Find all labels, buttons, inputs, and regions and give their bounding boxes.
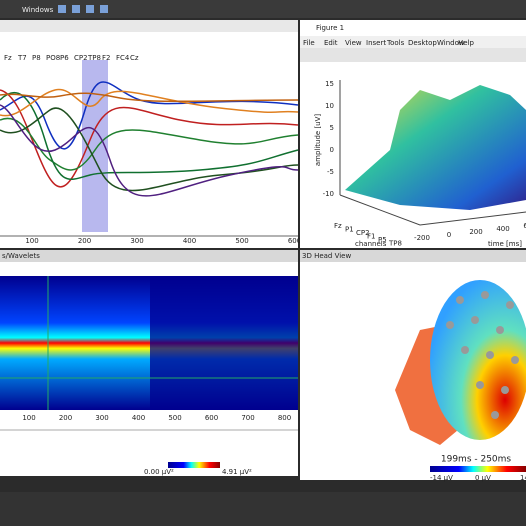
channel-label: P6	[60, 54, 69, 62]
head-title: 3D Head View	[302, 252, 351, 260]
menu-item[interactable]: Tools	[386, 39, 405, 47]
channel-tick: F1	[367, 233, 375, 241]
icon[interactable]	[58, 5, 66, 13]
menu-item[interactable]: Window	[437, 39, 465, 47]
panel-header	[0, 20, 298, 32]
z-tick-label: 0	[330, 146, 334, 154]
color-label: 14	[520, 474, 526, 482]
channel-label: TP8	[87, 54, 101, 62]
time-tick: 400	[496, 225, 509, 233]
color-max: 4.91 µV²	[222, 468, 252, 476]
panel-header	[0, 250, 298, 262]
time-tick: -200	[414, 234, 430, 242]
figure-titlebar	[300, 20, 526, 36]
channel-label: T7	[17, 54, 27, 62]
figure-toolbar	[300, 48, 526, 62]
waveforms	[0, 81, 299, 197]
x-tick-label: 300	[95, 414, 108, 422]
selection[interactable]	[82, 60, 108, 232]
channel-label: P8	[32, 54, 41, 62]
axis	[339, 194, 526, 226]
color-min: 0.00 µV²	[144, 468, 174, 476]
x-tick-label: 500	[235, 237, 248, 245]
channel-label: CP2	[74, 54, 88, 62]
x-tick-label: 200	[59, 414, 72, 422]
x-tick-label: 300	[130, 237, 143, 245]
panel-header	[300, 250, 526, 262]
x-tick-label: 200	[78, 237, 91, 245]
x-tick-label: 100	[22, 414, 35, 422]
toolbar	[0, 0, 526, 18]
x-tick-label: 400	[132, 414, 145, 422]
channel-label: FC4	[116, 54, 130, 62]
color-label: 0 µV	[475, 474, 491, 482]
erp-panel	[0, 20, 298, 248]
time-tick: 200	[469, 228, 482, 236]
channel-tick: TP8	[388, 240, 402, 248]
surface	[345, 85, 526, 210]
figure-title: Figure 1	[316, 24, 344, 32]
time-tick: 0	[447, 231, 451, 239]
channel-tick: P5	[378, 236, 387, 244]
channel-label: channels	[355, 240, 387, 248]
heatmap-fade	[150, 276, 298, 410]
colorbar	[168, 462, 220, 468]
time-range: 199ms - 250ms	[441, 455, 512, 465]
z-tick-label: -10	[323, 190, 334, 198]
x-tick-label: 600	[205, 414, 218, 422]
channel-label: Fz	[4, 54, 12, 62]
time-tick: 600	[523, 222, 526, 230]
wavelet-title: s/Wavelets	[2, 252, 40, 260]
toolbar-title: Windows	[22, 6, 54, 14]
x-tick-label: 700	[241, 414, 254, 422]
scalp	[430, 280, 526, 440]
channel-label: Cz	[130, 54, 139, 62]
x-tick-label: 500	[168, 414, 181, 422]
menu-item[interactable]: Desktop	[408, 39, 437, 47]
icon[interactable]	[100, 5, 108, 13]
menu-item[interactable]: View	[345, 39, 362, 47]
icon[interactable]	[86, 5, 94, 13]
color-label: -14 µV	[430, 474, 453, 482]
x-tick-label: 800	[278, 414, 291, 422]
channel-tick: P1	[345, 226, 354, 234]
z-tick-label: -5	[327, 168, 334, 176]
x-tick-label: 100	[25, 237, 38, 245]
menu-item[interactable]: Insert	[366, 39, 386, 47]
status-bar	[0, 492, 526, 526]
z-label: amplitude [uV]	[314, 114, 322, 167]
x-tick-label: 600	[288, 237, 301, 245]
channel-label: PO8	[46, 54, 60, 62]
x-tick-label: 400	[183, 237, 196, 245]
z-tick-label: 5	[330, 124, 334, 132]
z-tick-label: 10	[325, 102, 334, 110]
colorbar	[430, 466, 526, 472]
time-label: time [ms]	[488, 240, 522, 248]
channel-tick: Fz	[334, 222, 342, 230]
z-tick-label: 15	[325, 80, 334, 88]
channel-tick: CP2	[356, 229, 370, 237]
menu-item[interactable]: Help	[458, 39, 475, 47]
icon[interactable]	[72, 5, 80, 13]
channel-label: F2	[102, 54, 110, 62]
menu-item[interactable]: File	[303, 39, 315, 47]
menu-item[interactable]: Edit	[324, 39, 338, 47]
